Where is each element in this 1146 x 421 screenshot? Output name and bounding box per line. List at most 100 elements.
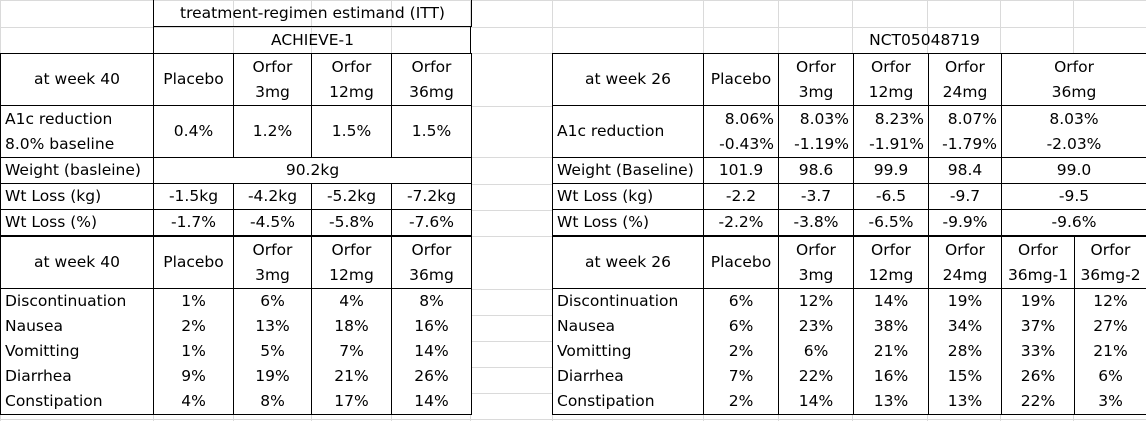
table-row: at week 26 Placebo Orfor 3mg Orfor 12mg Or…	[552, 236, 1146, 289]
value-cell: 14%	[391, 339, 472, 364]
value-cell: 4%	[153, 389, 234, 415]
value-cell: 15%	[928, 364, 1002, 389]
arm-header: Orfor 24mg	[928, 53, 1002, 106]
value-cell: 6%	[778, 339, 854, 364]
value-cell: 16%	[391, 314, 472, 339]
value-cell: 8%	[391, 288, 472, 314]
row-label: Discontinuation	[552, 288, 704, 314]
value-cell: 101.9	[703, 157, 779, 184]
value-cell: 19%	[233, 364, 312, 389]
value-cell: 14%	[778, 389, 854, 415]
value-cell: 9%	[153, 364, 234, 389]
value-cell: 27%	[1074, 314, 1146, 339]
table-row: Vomitting 2% 6% 21% 28% 33% 21%	[552, 339, 1146, 364]
row-label: Wt Loss (kg)	[0, 183, 154, 210]
nct-safety-table: at week 26 Placebo Orfor 3mg Orfor 12mg Or…	[552, 236, 1146, 415]
nct-efficacy-table: at week 26 Placebo Orfor 3mg Orfor 12mg Or…	[552, 53, 1146, 236]
value-cell: 26%	[1001, 364, 1075, 389]
value-cell: -7.2kg	[391, 183, 472, 210]
achieve-trial-name: ACHIEVE-1	[153, 27, 471, 53]
nct-trial-name: NCT05048719	[869, 31, 980, 49]
value-cell: -6.5%	[853, 209, 929, 236]
value-cell: 8%	[233, 389, 312, 415]
timepoint-cell: at week 26	[552, 53, 704, 106]
table-row: at week 40 Placebo Orfor 3mg Orfor 12mg Or…	[0, 236, 472, 289]
value-cell: -5.8%	[311, 209, 392, 236]
value-cell: 4%	[311, 288, 392, 314]
value-cell: -9.6%	[1000, 209, 1146, 236]
value-cell: 6%	[1074, 364, 1146, 389]
arm-header: Orfor 12mg	[853, 236, 929, 289]
value-cell: 19%	[1001, 288, 1075, 314]
table-row: Discontinuation 1% 6% 4% 8%	[0, 288, 472, 314]
value-cell: 2%	[703, 389, 779, 415]
arm-header: Orfor 3mg	[233, 53, 312, 106]
value-cell: 1.5%	[311, 105, 392, 158]
row-label: Diarrhea	[0, 364, 154, 389]
value-cell: -6.5	[853, 183, 929, 210]
value-cell: 6%	[703, 314, 779, 339]
value-cell: 7%	[703, 364, 779, 389]
value-cell: 37%	[1001, 314, 1075, 339]
value-cell: 7%	[311, 339, 392, 364]
value-cell: 18%	[311, 314, 392, 339]
table-row: Vomitting 1% 5% 7% 14%	[0, 339, 472, 364]
value-cell: 33%	[1001, 339, 1075, 364]
value-cell: -2.2	[703, 183, 779, 210]
arm-header: Orfor 3mg	[233, 236, 312, 289]
nct-trial-header: NCT05048719	[703, 27, 1146, 54]
value-cell: -9.9%	[928, 209, 1002, 236]
value-cell: 17%	[311, 389, 392, 415]
table-row: Wt Loss (kg) -2.2 -3.7 -6.5 -9.7 -9.5	[552, 183, 1146, 210]
row-label: A1c reduction 8.0% baseline	[0, 105, 154, 158]
table-row: at week 26 Placebo Orfor 3mg Orfor 12mg Or…	[552, 53, 1146, 106]
timepoint-cell: at week 40	[0, 236, 154, 289]
arm-header: Orfor 36mg	[391, 236, 472, 289]
value-cell: -4.5%	[233, 209, 312, 236]
table-row: at week 40 Placebo Orfor 3mg Orfor 12mg Or…	[0, 53, 472, 106]
value-cell: 6%	[703, 288, 779, 314]
value-cell: 90.2kg	[153, 157, 472, 184]
table-row: Wt Loss (%) -1.7% -4.5% -5.8% -7.6%	[0, 209, 472, 236]
value-cell: 23%	[778, 314, 854, 339]
row-label: Weight (basleine)	[0, 157, 154, 184]
row-label: Vomitting	[0, 339, 154, 364]
estimand-header: treatment-regimen estimand (ITT)	[153, 0, 472, 27]
arm-header: Placebo	[153, 53, 234, 106]
row-label: Diarrhea	[552, 364, 704, 389]
value-cell: 8.06% -0.43%	[703, 105, 779, 158]
arm-header: Placebo	[703, 53, 779, 106]
arm-header: Orfor 24mg	[928, 236, 1002, 289]
row-label: A1c reduction	[552, 105, 704, 158]
row-label: Constipation	[0, 389, 154, 415]
achieve-safety-rows: Discontinuation 1% 6% 4% 8% Nausea 2% 13% 18% 16%…	[0, 288, 472, 415]
value-cell: 3%	[1074, 389, 1146, 415]
arm-header: Placebo	[703, 236, 779, 289]
arm-header: Orfor 36mg	[391, 53, 472, 106]
table-row: Discontinuation 6% 12% 14% 19% 19% 12%	[552, 288, 1146, 314]
value-cell: -7.6%	[391, 209, 472, 236]
value-cell: 19%	[928, 288, 1002, 314]
table-row: Constipation 4% 8% 17% 14%	[0, 389, 472, 415]
arm-header: Orfor 36mg-2	[1074, 236, 1146, 289]
value-cell: 98.4	[928, 157, 1002, 184]
value-cell: 13%	[928, 389, 1002, 415]
arm-header: Orfor 12mg	[311, 53, 392, 106]
value-cell: -1.7%	[153, 209, 234, 236]
row-label: Nausea	[0, 314, 154, 339]
value-cell: -1.5kg	[153, 183, 234, 210]
table-row: Nausea 6% 23% 38% 34% 37% 27%	[552, 314, 1146, 339]
value-cell: 8.03% -1.19%	[778, 105, 854, 158]
value-cell: 28%	[928, 339, 1002, 364]
value-cell: -4.2kg	[233, 183, 312, 210]
row-label: Vomitting	[552, 339, 704, 364]
row-label: Wt Loss (kg)	[552, 183, 704, 210]
achieve-efficacy-table: at week 40 Placebo Orfor 3mg Orfor 12mg Or…	[0, 53, 472, 236]
timepoint-cell: at week 26	[552, 236, 704, 289]
value-cell: -9.5	[1000, 183, 1146, 210]
value-cell: 2%	[703, 339, 779, 364]
value-cell: 8.03% -2.03%	[1000, 105, 1146, 158]
table-row: Diarrhea 9% 19% 21% 26%	[0, 364, 472, 389]
table-row: A1c reduction 8.06% -0.43% 8.03% -1.19% 8.…	[552, 105, 1146, 158]
achieve-trial-header: ACHIEVE-1	[0, 27, 471, 54]
